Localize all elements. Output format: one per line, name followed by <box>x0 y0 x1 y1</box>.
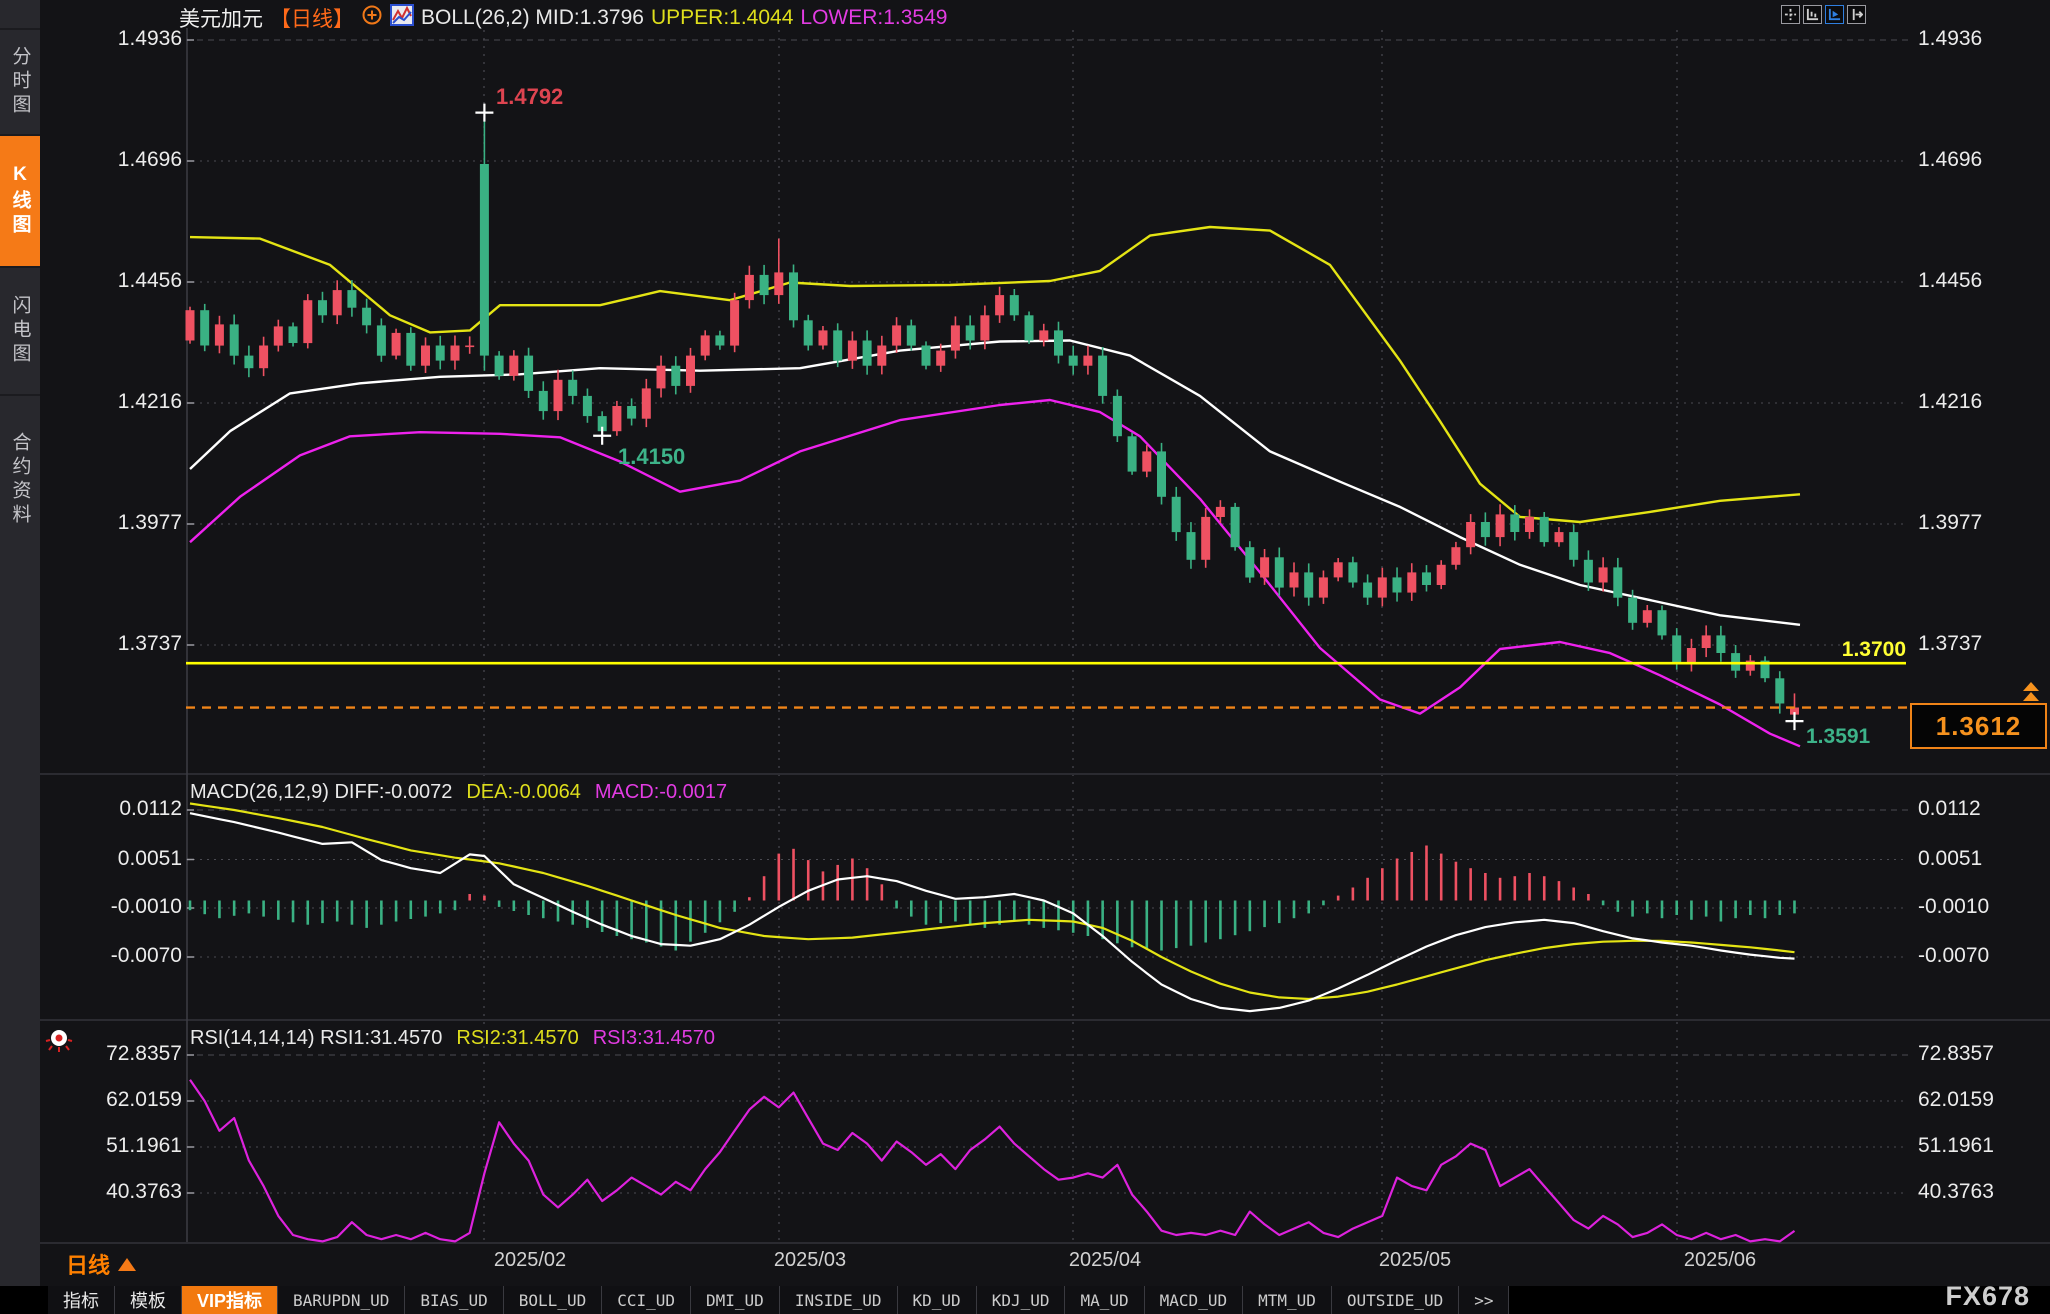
rsi3-label: RSI3:31.4570 <box>592 1027 716 1049</box>
price-tick-right: 1.4936 <box>1918 27 1983 50</box>
sidebar-item-2[interactable]: 闪电图 <box>0 266 40 394</box>
macd-tick-left: -0.0070 <box>110 944 182 967</box>
last-price-badge: 1.3612 <box>1910 703 2047 749</box>
tab-barupdn-ud[interactable]: BARUPDN_UD <box>278 1286 406 1314</box>
chart-header: 美元加元 【日线】 BOLL(26,2) MID:1.3796 UPPER:1.… <box>179 4 948 32</box>
price-tick-right: 1.3977 <box>1918 511 1983 534</box>
date-label: 2025/02 <box>493 1249 567 1271</box>
macd-tick-right: 0.0051 <box>1918 846 1983 870</box>
price-tick-right: 1.4456 <box>1918 269 1983 292</box>
price-tick-right: 1.3737 <box>1918 632 1983 655</box>
macd-tick-right: 0.0112 <box>1918 797 1981 820</box>
macd-hist-label: MACD:-0.0017 <box>594 781 728 803</box>
sidebar-item-1[interactable]: K线图 <box>0 134 40 266</box>
tab-inside-ud[interactable]: INSIDE_UD <box>779 1286 898 1314</box>
macd-tick-right: -0.0010 <box>1918 895 1990 918</box>
date-label: 2025/04 <box>1068 1249 1142 1271</box>
date-label: 2025/05 <box>1378 1249 1452 1271</box>
axis-shift-icon[interactable] <box>1847 5 1866 24</box>
rsi-tick-left: 72.8357 <box>106 1042 182 1065</box>
rsi-header: RSI(14,14,14) RSI1:31.4570 RSI2:31.4570 RS… <box>190 1027 715 1050</box>
chevron-up-icon <box>118 1257 137 1271</box>
price-tick-right: 1.4696 <box>1918 148 1983 171</box>
rsi-tick-right: 72.8357 <box>1918 1042 1994 1065</box>
rsi2-label: RSI2:31.4570 <box>456 1027 579 1049</box>
timeframe-selector[interactable]: 日线 <box>66 1248 137 1280</box>
tab-ma-ud[interactable]: MA_UD <box>1065 1286 1145 1314</box>
axis-candle-icon[interactable] <box>1803 5 1822 24</box>
tab-指标[interactable]: 指标 <box>48 1286 115 1314</box>
swing-low-label: 1.4150 <box>618 444 686 469</box>
axis-play-icon[interactable] <box>1825 5 1844 24</box>
tab-kd-ud[interactable]: KD_UD <box>897 1286 977 1314</box>
price-tick-left: 1.4216 <box>117 390 182 413</box>
tab-模板[interactable]: 模板 <box>115 1286 182 1314</box>
period-tag[interactable]: 【日线】 <box>270 8 354 31</box>
macd-tick-right: -0.0070 <box>1918 944 1990 967</box>
tab-dmi-ud[interactable]: DMI_UD <box>691 1286 780 1314</box>
rsi-tick-left: 40.3763 <box>106 1180 182 1203</box>
hot-indicator-icon <box>44 1026 74 1061</box>
boll-upper-value: UPPER:1.4044 <box>650 6 794 29</box>
price-tick-right: 1.4216 <box>1918 390 1983 413</box>
price-tick-left: 1.3737 <box>117 632 182 655</box>
boll-settings-label: BOLL(26,2) MID:1.3796 <box>421 6 644 29</box>
rsi-tick-right: 62.0159 <box>1918 1088 1994 1111</box>
sidebar-item-0[interactable]: 分时图 <box>0 28 40 134</box>
last-low-label: 1.3591 <box>1806 725 1871 748</box>
chart-toolbar <box>1781 5 1866 24</box>
tab-outside-ud[interactable]: OUTSIDE_UD <box>1331 1286 1460 1314</box>
indicator-tabbar: 指标 模板 VIP指标 BARUPDN_UD BIAS_UD BOLL_UD CCI_UD D… <box>0 1286 2050 1314</box>
swing-high-label: 1.4792 <box>496 84 564 109</box>
tab--[interactable]: >> <box>1459 1286 1510 1314</box>
circle-plus-icon[interactable] <box>361 4 383 32</box>
date-label: 2025/06 <box>1683 1249 1757 1271</box>
timeframe-label: 日线 <box>66 1253 111 1278</box>
rsi-tick-right: 40.3763 <box>1918 1180 1994 1203</box>
price-tick-left: 1.4456 <box>117 269 182 292</box>
rsi-tick-left: 62.0159 <box>106 1088 182 1111</box>
hline-price-label: 1.3700 <box>1841 638 1906 661</box>
left-sidebar: 分时图 K线图 闪电图 合约资料 <box>0 0 40 1314</box>
tab-cci-ud[interactable]: CCI_UD <box>602 1286 692 1314</box>
macd-tick-left: 0.0112 <box>119 797 182 820</box>
pan-crosshair-icon[interactable] <box>1781 5 1800 24</box>
macd-main-label: MACD(26,12,9) DIFF:-0.0072 <box>190 781 453 803</box>
rsi-tick-right: 51.1961 <box>1918 1134 1994 1157</box>
price-arrows-icon <box>2023 682 2039 701</box>
tab-mtm-ud[interactable]: MTM_UD <box>1243 1286 1332 1314</box>
tab-kdj-ud[interactable]: KDJ_UD <box>976 1286 1066 1314</box>
watermark: FX678 <box>1945 1281 2030 1311</box>
date-label: 2025/03 <box>773 1249 847 1271</box>
price-tick-left: 1.4696 <box>117 148 182 171</box>
macd-tick-left: 0.0051 <box>117 846 182 870</box>
tab-bias-ud[interactable]: BIAS_UD <box>405 1286 504 1314</box>
mini-chart-icon[interactable] <box>390 4 414 32</box>
tab-vip指标[interactable]: VIP指标 <box>182 1286 279 1314</box>
symbol-name: 美元加元 <box>179 8 263 31</box>
rsi1-label: RSI(14,14,14) RSI1:31.4570 <box>190 1027 443 1049</box>
boll-lower-value: LOWER:1.3549 <box>800 6 948 29</box>
price-tick-left: 1.3977 <box>117 511 182 534</box>
tab-macd-ud[interactable]: MACD_UD <box>1144 1286 1244 1314</box>
tab-boll-ud[interactable]: BOLL_UD <box>503 1286 603 1314</box>
macd-tick-left: -0.0010 <box>110 895 182 918</box>
rsi-tick-left: 51.1961 <box>106 1134 182 1157</box>
macd-dea-label: DEA:-0.0064 <box>466 781 581 803</box>
macd-header: MACD(26,12,9) DIFF:-0.0072 DEA:-0.0064 MAC… <box>190 781 727 804</box>
price-tick-left: 1.4936 <box>117 27 182 50</box>
sidebar-item-3[interactable]: 合约资料 <box>0 394 40 564</box>
